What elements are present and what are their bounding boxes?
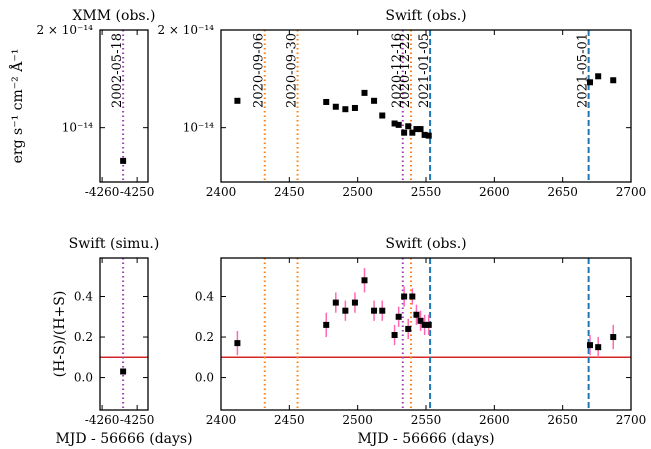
data-point	[395, 121, 402, 128]
data-point	[120, 157, 127, 164]
event-label: 2021-01-05	[417, 33, 432, 108]
y-tick-label: 2 × 10⁻¹⁴	[157, 23, 214, 37]
x-tick-label: 2400	[206, 413, 237, 427]
data-point	[409, 129, 416, 136]
event-label: 2002-05-18	[110, 33, 125, 108]
x-tick-label: -4260	[85, 185, 120, 199]
data-point	[379, 307, 386, 314]
data-point	[587, 342, 593, 349]
y-tick-label: 0.2	[74, 330, 93, 344]
data-point	[120, 368, 127, 375]
data-point	[421, 321, 428, 328]
data-point	[413, 311, 420, 318]
event-label: 2020-12-22	[398, 33, 413, 108]
data-point	[401, 129, 408, 136]
data-point	[342, 307, 349, 314]
x-axis-label: MJD - 56666 (days)	[357, 431, 494, 447]
y-tick-label: 0.4	[195, 290, 214, 304]
data-point	[371, 307, 378, 314]
y-tick-label: 0.0	[195, 371, 214, 385]
data-point	[417, 126, 424, 133]
x-tick-label: 2600	[479, 185, 510, 199]
data-point	[409, 293, 416, 300]
y-tick-label: 10⁻¹⁴	[62, 121, 93, 135]
y-tick-label: 0.0	[74, 371, 93, 385]
panel-frame	[99, 29, 149, 183]
x-axis-label: MJD - 56666 (days)	[55, 431, 192, 447]
panel-frame	[99, 257, 149, 411]
y-axis-label: erg s⁻¹ cm⁻² Å⁻¹	[8, 49, 26, 164]
panel-frame	[220, 257, 632, 411]
data-point	[610, 334, 617, 341]
data-point	[405, 123, 412, 130]
data-point	[342, 106, 349, 113]
data-point	[413, 126, 420, 133]
data-point	[234, 340, 241, 347]
x-tick-label: 2700	[616, 185, 647, 199]
event-label: 2020-09-06	[252, 33, 267, 108]
data-point	[332, 103, 339, 110]
data-point	[610, 77, 617, 84]
x-tick-label: 2700	[616, 413, 647, 427]
data-point	[587, 79, 593, 86]
panel-title: Swift (obs.)	[385, 236, 466, 252]
x-tick-label: -4250	[120, 185, 155, 199]
panel-title: XMM (obs.)	[72, 8, 155, 24]
x-tick-label: 2600	[479, 413, 510, 427]
panel-frame	[220, 29, 632, 183]
data-point	[391, 332, 398, 339]
x-tick-label: 2500	[342, 185, 373, 199]
data-point	[595, 73, 602, 80]
data-point	[361, 277, 368, 284]
data-point	[379, 112, 386, 119]
data-point	[391, 120, 398, 127]
panel-title: Swift (simu.)	[69, 236, 160, 252]
data-point	[425, 132, 432, 139]
data-point	[417, 317, 424, 324]
data-point	[234, 97, 241, 104]
x-tick-label: 2450	[274, 413, 305, 427]
y-tick-label: 0.2	[195, 330, 214, 344]
data-point	[323, 98, 330, 105]
panel-title: Swift (obs.)	[385, 8, 466, 24]
x-tick-label: 2650	[547, 413, 578, 427]
x-tick-label: -4260	[85, 413, 120, 427]
x-tick-label: -4250	[120, 413, 155, 427]
x-tick-label: 2550	[411, 185, 442, 199]
data-point	[323, 321, 330, 328]
event-label: 2020-09-30	[285, 33, 300, 108]
data-point	[371, 97, 378, 104]
x-tick-label: 2450	[274, 185, 305, 199]
data-point	[332, 299, 339, 306]
x-tick-label: 2400	[206, 185, 237, 199]
data-point	[421, 131, 428, 138]
x-tick-label: 2550	[411, 413, 442, 427]
y-axis-label: (H-S)/(H+S)	[52, 291, 68, 378]
event-label: 2021-05-01	[576, 33, 591, 108]
y-tick-label: 10⁻¹⁴	[183, 121, 214, 135]
x-tick-label: 2500	[342, 413, 373, 427]
data-point	[401, 293, 408, 300]
data-point	[351, 104, 358, 111]
event-label: 2020-12-16	[390, 33, 405, 108]
data-point	[405, 325, 412, 332]
data-point	[351, 299, 358, 306]
data-point	[425, 321, 432, 328]
data-point	[395, 313, 402, 320]
y-tick-label: 0.4	[74, 290, 93, 304]
x-tick-label: 2650	[547, 185, 578, 199]
data-point	[361, 89, 368, 96]
y-tick-label: 2 × 10⁻¹⁴	[36, 23, 93, 37]
data-point	[595, 344, 602, 351]
